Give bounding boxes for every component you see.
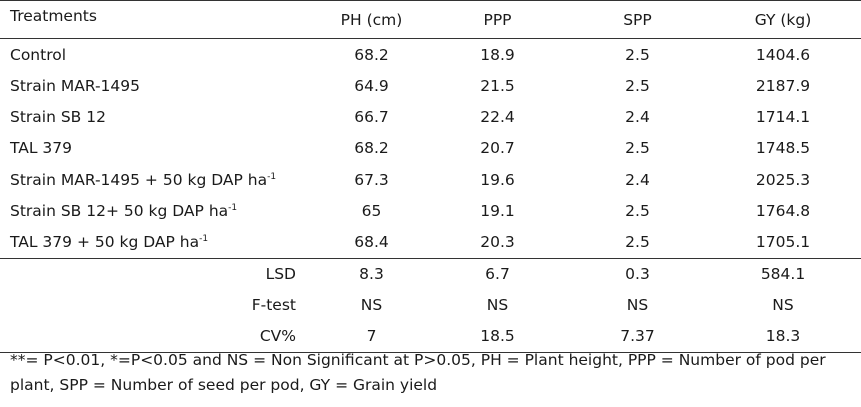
table-row: Strain MAR-1495 + 50 kg DAP ha-1 67.3 19… xyxy=(0,164,861,195)
header-ph: PH (cm) xyxy=(318,0,425,40)
ppp-cell: 22.4 xyxy=(480,108,515,127)
spp-cell: 2.5 xyxy=(625,232,650,251)
ph-cell: 66.7 xyxy=(354,108,389,127)
stat-row-cv: CV% 7 18.5 7.37 18.3 xyxy=(0,320,861,354)
table-row: Strain SB 12+ 50 kg DAP ha-1 65 19.1 2.5… xyxy=(0,195,861,226)
gy-cell: 1404.6 xyxy=(755,45,811,64)
header-row: Treatments PH (cm) PPP SPP GY (kg) xyxy=(0,0,861,40)
gy-cell: 2187.9 xyxy=(755,76,811,95)
spp-cell: 2.4 xyxy=(625,170,650,189)
ppp-cell: 18.5 xyxy=(425,320,570,354)
ph-cell: 64.9 xyxy=(354,76,389,95)
table-row: TAL 379 68.2 20.7 2.5 1748.5 xyxy=(0,133,861,164)
table-row: Control 68.2 18.9 2.5 1404.6 xyxy=(0,39,861,71)
ph-cell: 8.3 xyxy=(318,257,425,290)
stat-label: F-test xyxy=(251,296,296,315)
ph-cell: 67.3 xyxy=(354,170,389,189)
treatment-cell: Strain MAR-1495 xyxy=(10,76,141,95)
spp-cell: 2.5 xyxy=(625,45,650,64)
table-footnote: **= P<0.01, *=P<0.05 and NS = Non Signif… xyxy=(10,351,826,394)
spp-cell: 7.37 xyxy=(570,320,705,354)
ph-cell: 68.4 xyxy=(354,232,389,251)
spp-cell: 0.3 xyxy=(570,257,705,290)
treatment-cell: Strain SB 12 xyxy=(10,108,106,127)
header-treatments: Treatments xyxy=(0,0,318,40)
gy-cell: 584.1 xyxy=(705,257,861,290)
unit-exponent: -1 xyxy=(267,171,277,182)
unit-exponent: -1 xyxy=(199,233,209,244)
spp-cell: 2.5 xyxy=(625,76,650,95)
stat-row-ftest: F-test NS NS NS NS xyxy=(0,290,861,321)
stat-label: CV% xyxy=(0,320,318,354)
ppp-cell: 19.1 xyxy=(480,201,515,220)
treatment-cell: Control xyxy=(10,45,67,64)
spp-cell: NS xyxy=(626,296,649,315)
gy-cell: 18.3 xyxy=(705,320,861,354)
results-table-container: Treatments PH (cm) PPP SPP GY (kg) Contr… xyxy=(0,0,861,354)
treatment-cell: TAL 379 xyxy=(10,139,73,158)
ph-cell: 7 xyxy=(318,320,425,354)
header-ppp: PPP xyxy=(425,0,570,40)
gy-cell: 2025.3 xyxy=(755,170,811,189)
treatment-cell: Strain SB 12+ 50 kg DAP ha-1 xyxy=(10,201,238,220)
ph-cell: 68.2 xyxy=(354,45,389,64)
ppp-cell: 6.7 xyxy=(425,257,570,290)
ppp-cell: 21.5 xyxy=(480,76,515,95)
gy-cell: 1705.1 xyxy=(755,232,811,251)
stat-row-lsd: LSD 8.3 6.7 0.3 584.1 xyxy=(0,257,861,290)
spp-cell: 2.5 xyxy=(625,139,650,158)
spp-cell: 2.5 xyxy=(625,201,650,220)
gy-cell: 1714.1 xyxy=(755,108,811,127)
ppp-cell: 19.6 xyxy=(480,170,515,189)
unit-exponent: -1 xyxy=(228,202,238,213)
treatment-cell: TAL 379 + 50 kg DAP ha-1 xyxy=(10,232,209,251)
gy-cell: 1764.8 xyxy=(755,201,811,220)
stat-label: LSD xyxy=(0,257,318,290)
gy-cell: NS xyxy=(772,296,794,315)
ppp-cell: 18.9 xyxy=(480,45,515,64)
results-table: Treatments PH (cm) PPP SPP GY (kg) Contr… xyxy=(0,0,861,354)
spp-cell: 2.4 xyxy=(625,108,650,127)
treatment-cell: Strain MAR-1495 + 50 kg DAP ha-1 xyxy=(10,170,277,189)
table-row: TAL 379 + 50 kg DAP ha-1 68.4 20.3 2.5 1… xyxy=(0,226,861,258)
header-spp: SPP xyxy=(570,0,705,40)
ph-cell: NS xyxy=(360,296,383,315)
ph-cell: 65 xyxy=(361,201,382,220)
gy-cell: 1748.5 xyxy=(755,139,811,158)
header-gy: GY (kg) xyxy=(705,0,861,40)
table-row: Strain SB 12 66.7 22.4 2.4 1714.1 xyxy=(0,102,861,133)
ppp-cell: NS xyxy=(486,296,509,315)
ppp-cell: 20.7 xyxy=(480,139,515,158)
ppp-cell: 20.3 xyxy=(480,232,515,251)
table-row: Strain MAR-1495 64.9 21.5 2.5 2187.9 xyxy=(0,70,861,101)
ph-cell: 68.2 xyxy=(354,139,389,158)
